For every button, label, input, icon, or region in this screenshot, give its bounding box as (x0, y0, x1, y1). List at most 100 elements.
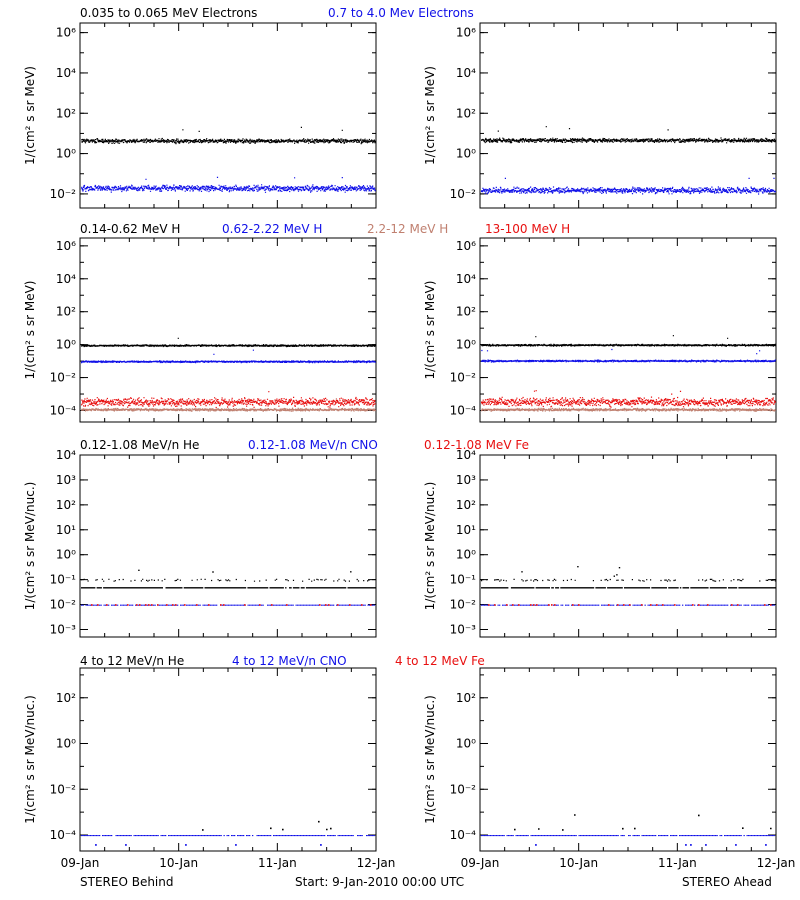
series-0-12-1-08-mev-n-he (481, 566, 777, 589)
series-4-to-12-mev-n-cno (481, 835, 775, 837)
series-4-to-12-mev-fe (95, 844, 322, 846)
y-axis-label: 1/(cm² s sr MeV/nuc.) (23, 695, 37, 824)
data-points (481, 177, 776, 195)
data-points (81, 569, 377, 589)
series-0-12-1-08-mev-n-he (81, 569, 377, 589)
y-tick-label: 10² (56, 106, 76, 120)
y-tick-label: 10¹ (456, 523, 476, 537)
y-tick-label: 10⁻⁴ (50, 403, 77, 417)
series-13-100-mev-h (481, 390, 776, 408)
y-axis-label: 1/(cm² s sr MeV) (423, 281, 437, 380)
data-points (488, 604, 772, 606)
data-points (481, 398, 776, 412)
series-0-12-1-08-mev-n-cno (481, 604, 775, 606)
series-2-2-12-mev-h (81, 398, 376, 412)
legend-entry: 0.035 to 0.065 MeV Electrons (80, 6, 257, 20)
panel-heavy-low-ahead: 10⁴ 10³ 10² 10¹ 10⁰ 10⁻¹ 10⁻² 10⁻³ 1/(cm² s sr M… (423, 448, 777, 638)
y-tick-label: 10² (56, 305, 76, 319)
series-4-to-12-mev-n-he (514, 814, 772, 831)
y-tick-label: 10⁰ (56, 147, 76, 161)
y-tick-label: 10⁻⁴ (450, 403, 477, 417)
y-tick-label: 10⁶ (56, 239, 76, 253)
data-points (81, 835, 375, 837)
x-tick-label: 11-Jan (258, 856, 297, 870)
y-axis-label: 1/(cm² s sr MeV) (23, 66, 37, 165)
series-0-035-to-0-065-mev-electrons (81, 126, 376, 145)
data-points (81, 349, 376, 364)
x-tick-label: 10-Jan (159, 856, 198, 870)
series-13-100-mev-h (81, 391, 376, 409)
y-tick-label: 10² (456, 305, 476, 319)
y-tick-label: 10⁻² (450, 782, 477, 796)
y-tick-label: 10⁻³ (50, 622, 77, 636)
series-4-to-12-mev-fe (535, 844, 767, 846)
legend-entry: 4 to 12 MeV Fe (395, 654, 485, 668)
data-points (81, 126, 376, 145)
y-tick-label: 10⁰ (56, 737, 76, 751)
x-tick-label: 11-Jan (658, 856, 697, 870)
y-tick-label: 10⁴ (56, 448, 76, 462)
plot-frame (79, 454, 377, 638)
y-axis-label: 1/(cm² s sr MeV) (23, 281, 37, 380)
x-tick-label: 09-Jan (461, 856, 500, 870)
y-tick-label: 10⁰ (456, 338, 476, 352)
y-tick-label: 10² (56, 498, 76, 512)
plot-frame (479, 22, 777, 209)
data-points (481, 390, 776, 408)
series-0-14-0-62-mev-h (81, 337, 376, 348)
legend-entry: 0.7 to 4.0 Mev Electrons (328, 6, 474, 20)
legend-entry: 2.2-12 MeV H (367, 222, 448, 236)
data-points (481, 566, 777, 589)
y-tick-label: 10⁻² (50, 371, 77, 385)
y-tick-label: 10⁶ (456, 239, 476, 253)
x-tick-label: 12-Jan (757, 856, 796, 870)
y-tick-label: 10² (56, 691, 76, 705)
y-tick-label: 10⁶ (56, 26, 76, 40)
legend-entry: 13-100 MeV H (485, 222, 570, 236)
data-points (81, 604, 375, 606)
x-tick-label: 09-Jan (61, 856, 100, 870)
panel-heavy-high-ahead: 10² 10⁰ 10⁻² 10⁻⁴ 1/(cm² s sr MeV/nuc.) 09-Ja… (423, 667, 796, 870)
data-points (81, 398, 376, 412)
y-tick-label: 10⁻¹ (50, 573, 77, 587)
y-tick-label: 10⁰ (456, 737, 476, 751)
y-tick-label: 10² (456, 106, 476, 120)
y-tick-label: 10⁻² (50, 187, 77, 201)
legend-entry: 4 to 12 MeV/n CNO (232, 654, 347, 668)
legend-entry: 0.12-1.08 MeV/n He (80, 438, 199, 452)
y-tick-label: 10⁰ (56, 548, 76, 562)
data-points (81, 391, 376, 409)
footer-behind-label: STEREO Behind (80, 875, 174, 889)
panel-electrons-behind: 10⁶ 10⁴ 10² 10⁰ 10⁻² 1/(cm² s sr MeV) (23, 22, 377, 209)
data-points (202, 820, 332, 831)
plot-frame (479, 237, 777, 423)
footer-ahead-label: STEREO Ahead (682, 875, 772, 889)
panel-protons-ahead: 10⁶ 10⁴ 10² 10⁰ 10⁻² 10⁻⁴ 1/(cm² s sr MeV) (423, 237, 777, 423)
plot-frame (79, 667, 377, 852)
y-axis-label: 1/(cm² s sr MeV/nuc.) (423, 482, 437, 611)
y-tick-label: 10⁶ (456, 26, 476, 40)
data-points (81, 337, 376, 348)
panel-heavy-low-behind: 10⁴ 10³ 10² 10¹ 10⁰ 10⁻¹ 10⁻² 10⁻³ 1/(cm² s sr M… (23, 448, 377, 638)
x-tick-label: 12-Jan (357, 856, 396, 870)
y-tick-label: 10⁻³ (450, 622, 477, 636)
y-tick-label: 10² (456, 691, 476, 705)
plot-frame (479, 454, 777, 638)
y-tick-label: 10⁻¹ (450, 573, 477, 587)
legend-entry: 0.14-0.62 MeV H (80, 222, 180, 236)
y-tick-label: 10³ (456, 473, 476, 487)
panel-electrons-ahead: 10⁶ 10⁴ 10² 10⁰ 10⁻² 1/(cm² s sr MeV) (423, 22, 777, 209)
series-0-62-2-22-mev-h (481, 348, 776, 363)
data-points (535, 844, 767, 846)
data-points (95, 844, 322, 846)
y-tick-label: 10⁻⁴ (450, 828, 477, 842)
y-axis-label: 1/(cm² s sr MeV/nuc.) (23, 482, 37, 611)
y-tick-label: 10⁻⁴ (50, 828, 77, 842)
y-tick-label: 10⁻² (50, 782, 77, 796)
y-tick-label: 10⁻² (450, 187, 477, 201)
plot-frame (479, 667, 777, 852)
series-0-62-2-22-mev-h (81, 349, 376, 364)
y-tick-label: 10⁻² (450, 598, 477, 612)
